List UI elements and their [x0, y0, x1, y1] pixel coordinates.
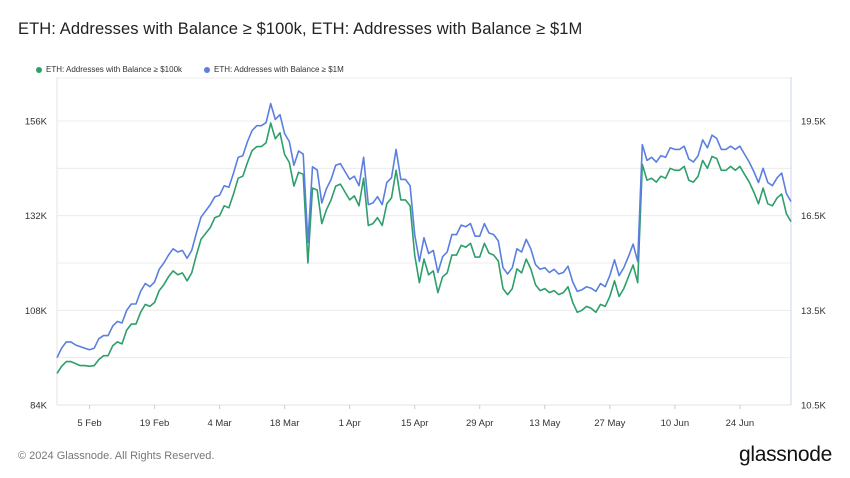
- y-left-tick-label: 156K: [25, 117, 48, 128]
- x-tick-label: 19 Feb: [140, 418, 170, 429]
- legend-item-100k[interactable]: ETH: Addresses with Balance ≥ $100k: [36, 65, 182, 74]
- legend-dot-1m: [204, 66, 211, 73]
- y-left-tick-label: 132K: [25, 211, 48, 222]
- x-tick-label: 18 Mar: [270, 418, 300, 429]
- x-tick-label: 5 Feb: [77, 418, 101, 429]
- y-axis-left: 84K 108K 132K 156K: [25, 117, 48, 412]
- x-tick-label: 13 May: [529, 418, 560, 429]
- series-line-1m[interactable]: [56, 102, 792, 359]
- legend-label-1m: ETH: Addresses with Balance ≥ $1M: [214, 65, 344, 74]
- legend-label-100k: ETH: Addresses with Balance ≥ $100k: [46, 65, 183, 74]
- chart-legend: ETH: Addresses with Balance ≥ $100k ETH:…: [36, 65, 344, 74]
- glassnode-logo: glassnode: [738, 443, 832, 466]
- x-tick-label: 4 Mar: [207, 418, 231, 429]
- y-right-tick-label: 16.5K: [801, 211, 826, 222]
- x-tick-label: 24 Jun: [726, 418, 755, 429]
- x-tick-label: 1 Apr: [339, 418, 361, 429]
- y-right-tick-label: 10.5K: [801, 401, 826, 412]
- copyright-text: © 2024 Glassnode. All Rights Reserved.: [18, 450, 215, 462]
- y-right-tick-label: 19.5K: [801, 117, 826, 128]
- legend-item-1m[interactable]: ETH: Addresses with Balance ≥ $1M: [204, 65, 344, 74]
- series-line-100k[interactable]: [56, 122, 792, 374]
- x-tick-label: 29 Apr: [466, 418, 493, 429]
- x-tick-label: 10 Jun: [661, 418, 690, 429]
- legend-dot-100k: [36, 66, 42, 73]
- y-right-tick-label: 13.5K: [801, 306, 826, 317]
- y-left-tick-label: 108K: [25, 306, 48, 317]
- x-tick-label: 15 Apr: [401, 418, 428, 429]
- series-group: [56, 102, 792, 374]
- x-axis: 5 Feb 19 Feb 4 Mar 18 Mar 1 Apr 15 Apr 29 Apr 1…: [77, 405, 754, 429]
- chart-title: ETH: Addresses with Balance ≥ $100k, ETH…: [18, 20, 583, 38]
- x-tick-label: 27 May: [594, 418, 625, 429]
- y-axis-right: 10.5K 13.5K 16.5K 19.5K: [801, 117, 826, 412]
- y-left-tick-label: 84K: [30, 401, 48, 412]
